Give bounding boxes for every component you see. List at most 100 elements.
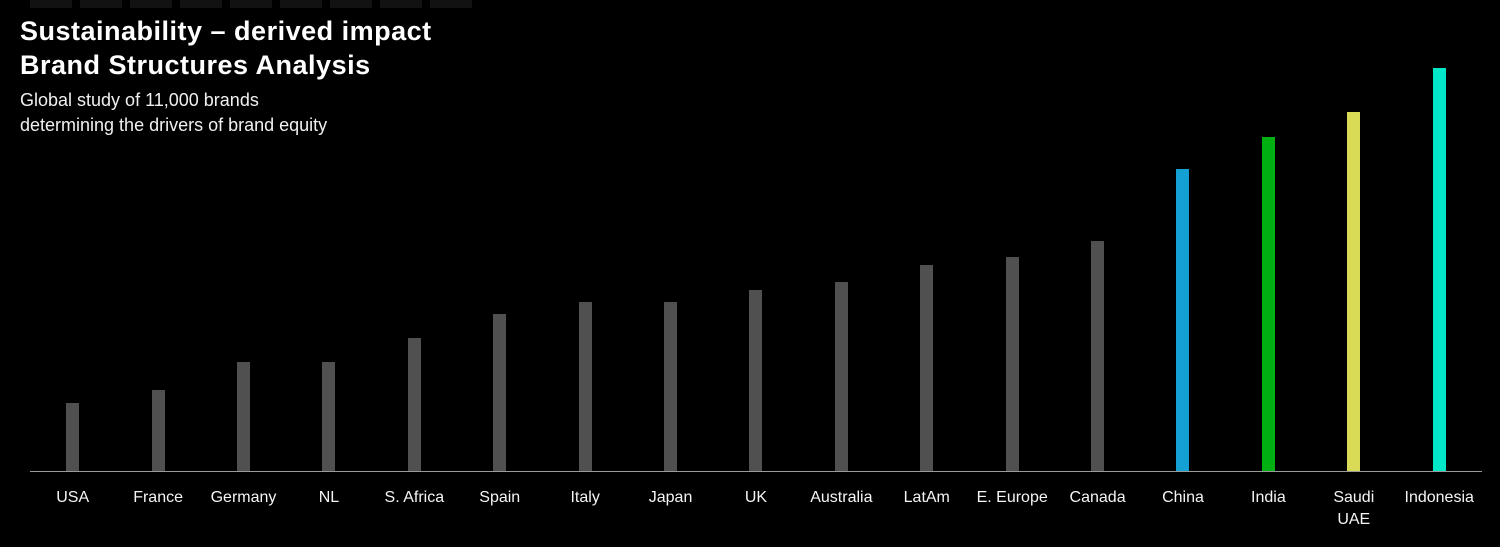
progress-segment bbox=[380, 0, 422, 8]
chart-column-nl bbox=[286, 68, 371, 471]
label-column-china: China bbox=[1140, 472, 1225, 531]
bar-area bbox=[286, 68, 371, 471]
x-axis-label-china: China bbox=[1162, 489, 1204, 506]
progress-segment bbox=[330, 0, 372, 8]
bar-latam bbox=[920, 265, 934, 471]
chart-column-italy bbox=[542, 68, 627, 471]
label-column-saudi-uae: Saudi UAE bbox=[1311, 472, 1396, 531]
label-column-s-africa: S. Africa bbox=[372, 472, 457, 531]
subtitle-line-2: determining the drivers of brand equity bbox=[20, 115, 328, 135]
bar-area bbox=[372, 68, 457, 471]
bar-germany bbox=[237, 362, 251, 471]
x-axis-label-japan: Japan bbox=[648, 489, 693, 506]
label-column-e-europe: E. Europe bbox=[969, 472, 1054, 531]
bar-indonesia bbox=[1432, 68, 1446, 471]
bar-area bbox=[1055, 68, 1140, 471]
chart-column-germany bbox=[201, 68, 286, 471]
bar-india bbox=[1261, 136, 1275, 471]
bar-usa bbox=[66, 402, 80, 471]
x-axis-label-france: France bbox=[133, 489, 183, 506]
label-column-india: India bbox=[1226, 472, 1311, 531]
top-progress-strip bbox=[30, 0, 472, 8]
progress-segment bbox=[280, 0, 322, 8]
bar-australia bbox=[834, 281, 848, 471]
bar-area bbox=[1311, 68, 1396, 471]
x-axis-label-usa: USA bbox=[56, 489, 90, 506]
bar-e-europe bbox=[1005, 257, 1019, 471]
x-axis-label-e-europe: E. Europe bbox=[976, 489, 1048, 506]
subtitle-line-1: Global study of 11,000 brands bbox=[20, 90, 259, 110]
label-column-nl: NL bbox=[286, 472, 371, 531]
x-axis-label-uk: UK bbox=[744, 489, 768, 506]
label-column-italy: Italy bbox=[542, 472, 627, 531]
chart-column-france bbox=[115, 68, 200, 471]
progress-segment bbox=[230, 0, 272, 8]
chart-label-row: USA France Germany NL S. Africa Spain Italy Jap… bbox=[30, 472, 1482, 531]
label-column-germany: Germany bbox=[201, 472, 286, 531]
label-column-spain: Spain bbox=[457, 472, 542, 531]
x-axis-label-india: India bbox=[1251, 489, 1286, 506]
chart-column-latam bbox=[884, 68, 969, 471]
bar-japan bbox=[664, 301, 678, 471]
chart-column-spain bbox=[457, 68, 542, 471]
x-axis-label-australia: Australia bbox=[810, 489, 873, 506]
bar-area bbox=[542, 68, 627, 471]
x-axis-label-nl: NL bbox=[318, 489, 340, 506]
chart-column-india bbox=[1226, 68, 1311, 471]
label-column-latam: LatAm bbox=[884, 472, 969, 531]
page-title-line-2: Brand Structures Analysis bbox=[20, 50, 371, 80]
bar-area bbox=[457, 68, 542, 471]
bar-spain bbox=[493, 313, 507, 471]
x-axis-label-saudi-uae: Saudi UAE bbox=[1333, 489, 1375, 528]
label-column-uk: UK bbox=[713, 472, 798, 531]
x-axis-label-germany: Germany bbox=[210, 489, 277, 506]
x-axis-label-italy: Italy bbox=[570, 489, 600, 506]
bar-area bbox=[115, 68, 200, 471]
bar-s-africa bbox=[407, 338, 421, 471]
bar-area bbox=[799, 68, 884, 471]
chart-column-japan bbox=[628, 68, 713, 471]
label-column-japan: Japan bbox=[628, 472, 713, 531]
bar-uk bbox=[749, 289, 763, 471]
bar-canada bbox=[1091, 241, 1105, 471]
bar-area bbox=[628, 68, 713, 471]
chart-column-e-europe bbox=[969, 68, 1054, 471]
chart-columns bbox=[30, 68, 1482, 471]
bar-chart: USA France Germany NL S. Africa Spain Italy Jap… bbox=[30, 68, 1482, 531]
bar-area bbox=[969, 68, 1054, 471]
x-axis-line bbox=[30, 471, 1482, 472]
x-axis-label-s-africa: S. Africa bbox=[384, 489, 445, 506]
x-axis-label-indonesia: Indonesia bbox=[1404, 489, 1474, 506]
chart-column-uk bbox=[713, 68, 798, 471]
chart-column-s-africa bbox=[372, 68, 457, 471]
bar-area bbox=[1397, 68, 1482, 471]
x-axis-label-canada: Canada bbox=[1069, 489, 1126, 506]
label-column-indonesia: Indonesia bbox=[1397, 472, 1482, 531]
bar-area bbox=[201, 68, 286, 471]
chart-header: Sustainability – derived impact Brand St… bbox=[20, 14, 432, 138]
chart-column-saudi-uae bbox=[1311, 68, 1396, 471]
bar-italy bbox=[578, 301, 592, 471]
progress-segment bbox=[430, 0, 472, 8]
chart-column-china bbox=[1140, 68, 1225, 471]
label-column-australia: Australia bbox=[799, 472, 884, 531]
bar-area bbox=[713, 68, 798, 471]
bar-france bbox=[151, 390, 165, 471]
bar-china bbox=[1176, 168, 1190, 471]
chart-column-australia bbox=[799, 68, 884, 471]
subtitle: Global study of 11,000 brands determinin… bbox=[20, 88, 432, 138]
page-title-line-1: Sustainability – derived impact bbox=[20, 16, 432, 46]
label-column-france: France bbox=[115, 472, 200, 531]
x-axis-label-latam: LatAm bbox=[903, 489, 950, 506]
bar-area bbox=[1140, 68, 1225, 471]
label-column-canada: Canada bbox=[1055, 472, 1140, 531]
label-column-usa: USA bbox=[30, 472, 115, 531]
progress-segment bbox=[180, 0, 222, 8]
x-axis-label-spain: Spain bbox=[479, 489, 521, 506]
chart-column-usa bbox=[30, 68, 115, 471]
bar-nl bbox=[322, 362, 336, 471]
bar-saudi-uae bbox=[1347, 112, 1361, 471]
progress-segment bbox=[80, 0, 122, 8]
chart-column-indonesia bbox=[1397, 68, 1482, 471]
bar-area bbox=[30, 68, 115, 471]
